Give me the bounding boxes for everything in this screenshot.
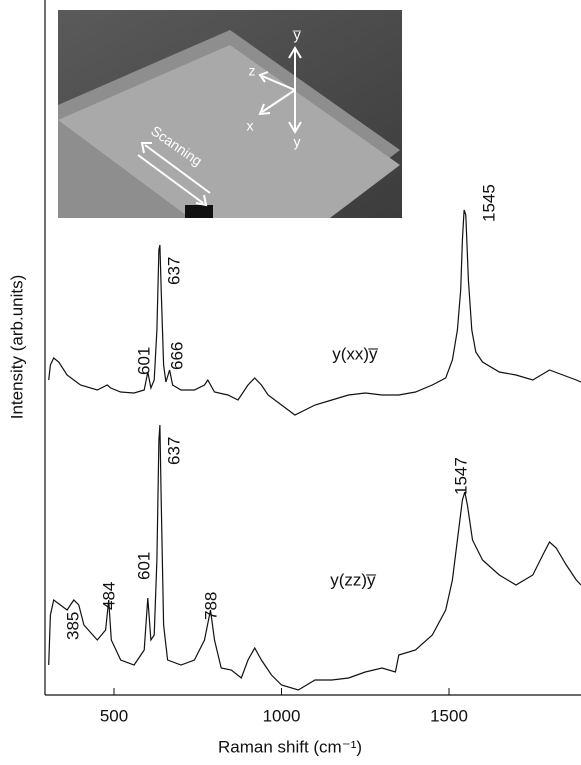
peak-label: 601 [135, 552, 154, 580]
spectrum-line [48, 424, 581, 691]
inset-label: x [247, 118, 254, 134]
series-label: y(xx)y̅ [332, 344, 378, 363]
peak-label: 1545 [479, 184, 498, 222]
series-label: y(zz)y̅ [330, 570, 376, 589]
x-tick-label: 500 [100, 706, 128, 725]
x-axis-label: Raman shift (cm⁻¹) [218, 737, 362, 756]
peak-label: 385 [64, 612, 83, 640]
inset-image: y̅ z x y Scanning [58, 10, 402, 218]
peak-label: 788 [201, 592, 220, 620]
peak-label: 484 [99, 582, 118, 610]
inset-label: y̅ [292, 27, 302, 43]
peak-label: 637 [164, 437, 183, 465]
peak-label: 601 [135, 347, 154, 375]
inset-label: y [294, 134, 301, 150]
y-axis-label: Intensity (arb.units) [7, 275, 26, 420]
peak-label: 666 [167, 342, 186, 370]
x-tick-label: 1000 [263, 706, 301, 725]
peak-label: 637 [164, 257, 183, 285]
spectrum-line [48, 209, 581, 416]
x-tick-label: 1500 [430, 706, 468, 725]
peak-label: 1547 [452, 457, 471, 495]
inset-label: z [249, 63, 256, 79]
